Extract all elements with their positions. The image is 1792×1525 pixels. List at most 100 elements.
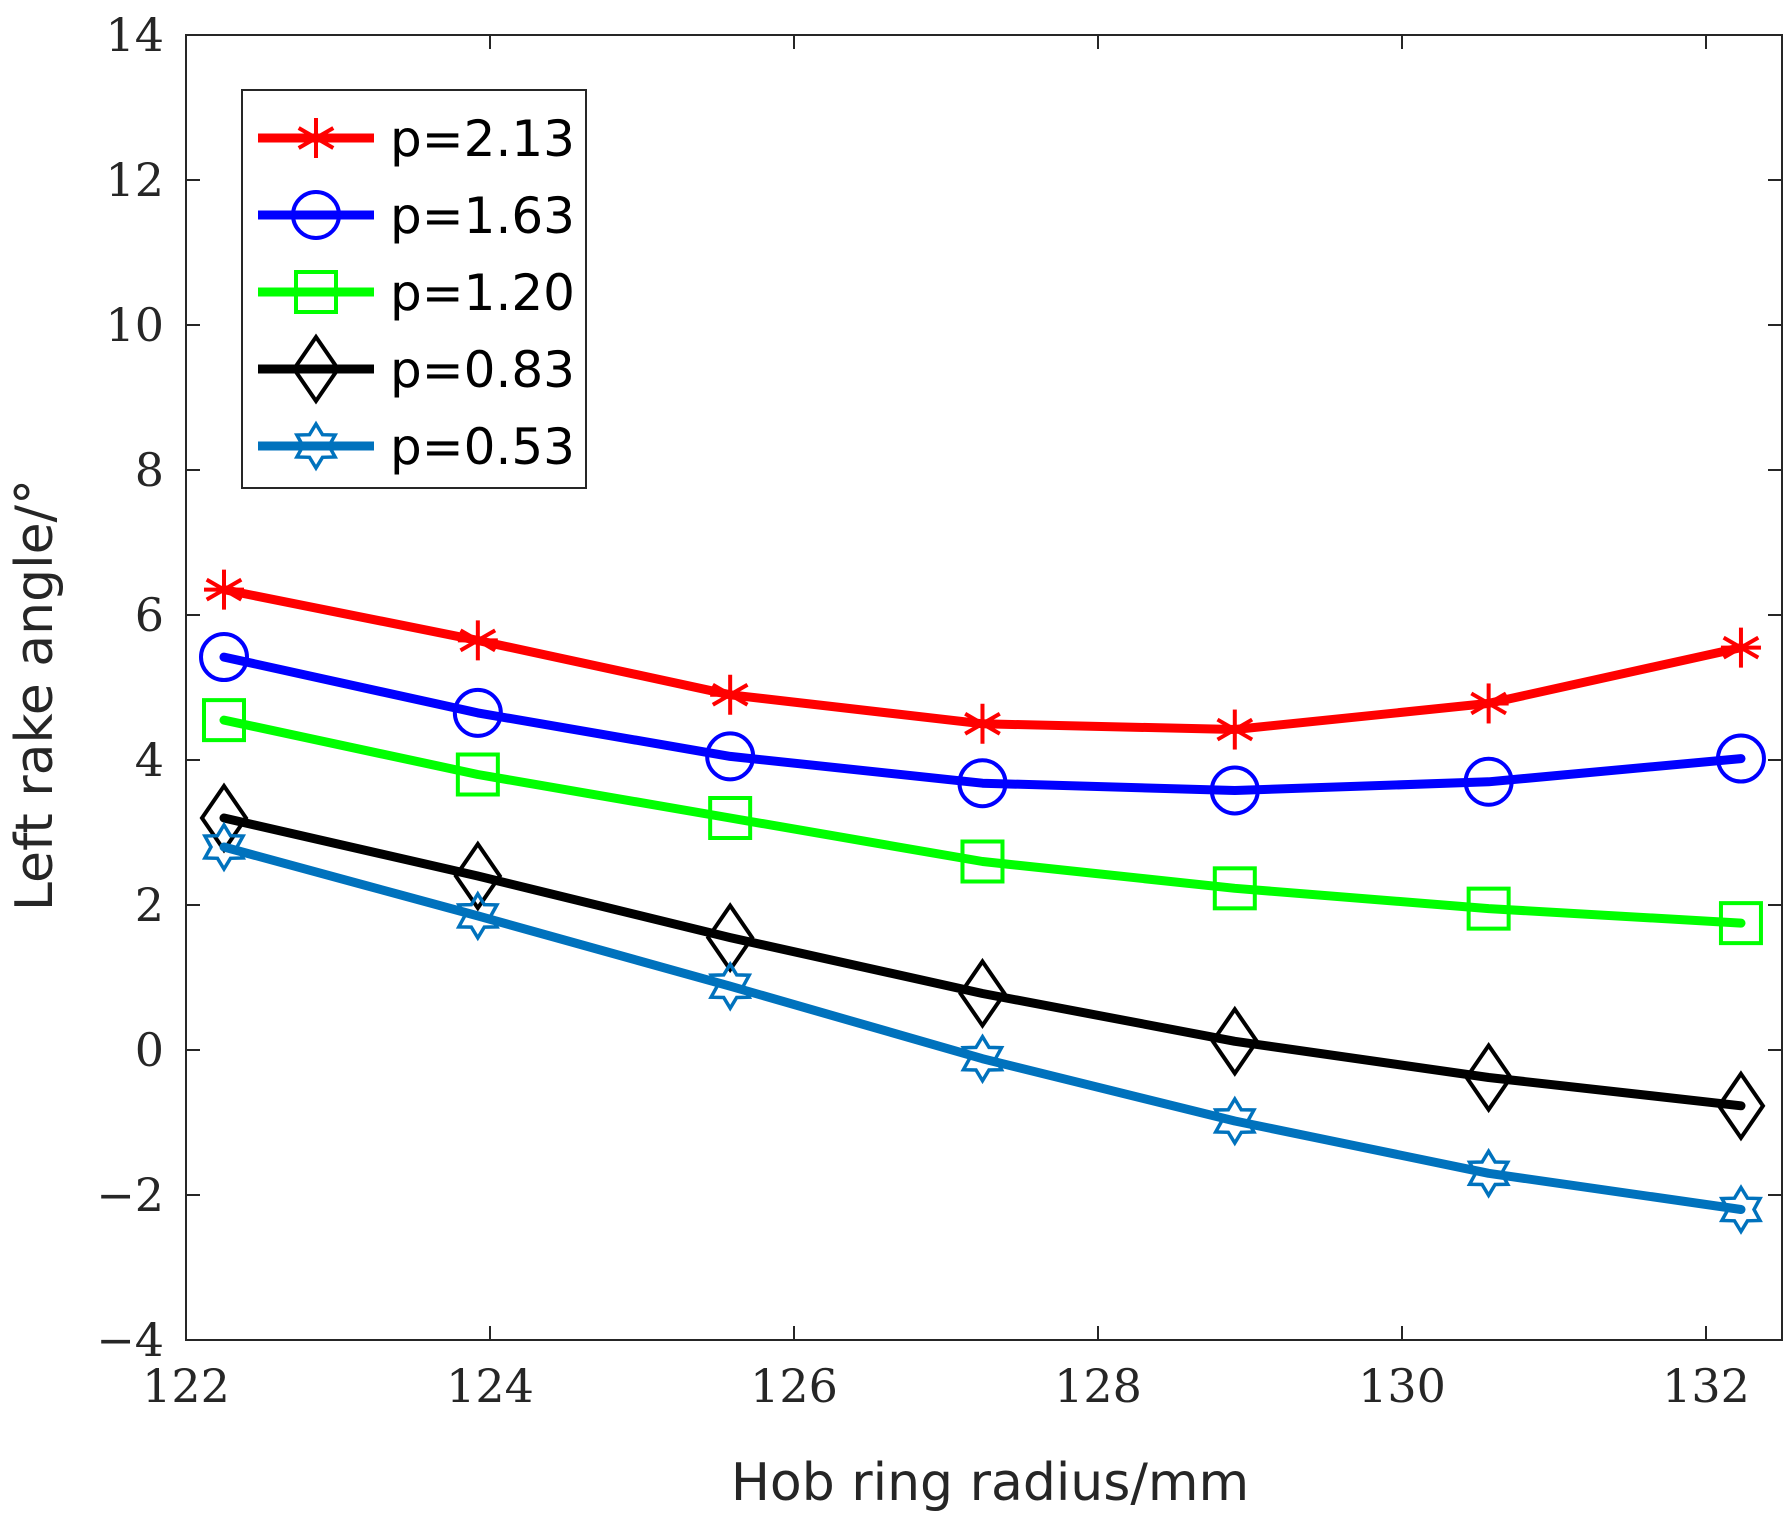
data-point [708, 796, 753, 840]
axes-box [185, 34, 1783, 1341]
y-tick-label: 2 [135, 878, 164, 932]
series-line [219, 842, 1746, 1214]
data-point [455, 752, 500, 797]
data-point [1212, 866, 1257, 911]
legend-label: p=2.13 [390, 110, 575, 168]
square-marker-shape [202, 698, 246, 743]
data-point [457, 620, 498, 661]
data-point [1463, 756, 1514, 807]
diamond-marker-shape [1716, 1070, 1766, 1142]
y-tick-label: −4 [96, 1313, 164, 1367]
square-marker-shape [455, 752, 500, 797]
legend-label: p=1.63 [390, 187, 575, 245]
circle-marker-shape [1715, 733, 1766, 784]
x-tick-label: 132 [1662, 1359, 1750, 1413]
y-tick-label: −2 [96, 1168, 164, 1222]
data-point [710, 674, 751, 715]
legend-entry: p=0.53 [258, 418, 575, 476]
axis-ticks [185, 34, 1782, 1341]
data-point [1718, 901, 1763, 946]
square-marker-shape [294, 270, 338, 314]
legend: p=2.13 p=1.63 p=1.20 p=0.83 p=0.53 [241, 89, 587, 489]
hexagram-marker-shape [960, 1033, 1005, 1085]
legend-entry: p=0.83 [258, 333, 575, 405]
data-point [204, 569, 244, 610]
circle-marker-shape [957, 758, 1008, 809]
legend-label: p=0.53 [390, 418, 575, 476]
circle-marker-shape [452, 687, 503, 738]
x-axis-title: Hob ring radius/mm [731, 1453, 1249, 1513]
x-tick-label: 126 [750, 1359, 838, 1413]
x-tick-label: 122 [142, 1359, 230, 1413]
data-point [1716, 1070, 1766, 1142]
legend-marker [294, 270, 338, 314]
data-point [453, 840, 503, 912]
y-tick-label: 8 [135, 443, 164, 497]
legend-label: p=1.20 [390, 264, 575, 322]
data-point [1466, 886, 1511, 931]
series-line [219, 813, 1746, 1111]
legend-label: p=0.83 [390, 341, 575, 399]
series-asterisk [204, 569, 1761, 750]
legend-marker [291, 190, 341, 240]
plot-area-frame [185, 34, 1783, 1341]
axis-tick-labels: 122 124 126 128 130 132 −4 −2 0 2 4 6 8 10 12 14 [96, 8, 1750, 1413]
diamond-marker-shape [291, 333, 341, 405]
x-tick-label: 124 [446, 1359, 534, 1413]
series-line [219, 715, 1746, 928]
square-marker-shape [960, 839, 1005, 884]
data-point [962, 703, 1003, 744]
data-point [1720, 627, 1761, 668]
series-line [219, 652, 1746, 795]
x-tick-label: 128 [1054, 1359, 1142, 1413]
data-point [1718, 1184, 1763, 1235]
diamond-marker-shape [1464, 1042, 1514, 1114]
square-marker-shape [708, 796, 753, 840]
y-axis-title: Left rake angle/° [5, 479, 65, 911]
data-point [957, 758, 1008, 809]
hexagram-marker-shape [1212, 1095, 1257, 1147]
legend-marker [296, 118, 336, 158]
circle-marker-shape [705, 731, 756, 782]
data-point [960, 1033, 1005, 1085]
data-point [452, 687, 503, 738]
y-tick-label: 12 [105, 153, 164, 207]
data-point [201, 821, 247, 873]
series-layer [199, 569, 1766, 1235]
data-point [705, 731, 756, 782]
legend-marker [293, 420, 339, 472]
series-square [202, 698, 1763, 946]
hexagram-marker-shape [455, 890, 500, 942]
data-point [1212, 1095, 1257, 1147]
data-point [455, 890, 500, 942]
data-point [202, 698, 246, 743]
circle-marker-shape [1463, 756, 1514, 807]
hexagram-marker-shape [293, 420, 339, 472]
data-point [1466, 1147, 1511, 1199]
circle-marker-shape [291, 190, 341, 240]
legend-entry: p=2.13 [258, 110, 575, 168]
y-tick-label: 14 [105, 8, 164, 62]
data-point [960, 839, 1005, 884]
data-point [1214, 709, 1255, 750]
diamond-marker-shape [453, 840, 503, 912]
series-circle [199, 632, 1766, 816]
data-point [708, 960, 753, 1012]
data-point [199, 632, 249, 683]
y-tick-label: 6 [135, 588, 164, 642]
series-hexagram [201, 821, 1763, 1235]
hexagram-marker-shape [201, 821, 247, 873]
square-marker-shape [1718, 901, 1763, 946]
hexagram-marker-shape [1466, 1147, 1511, 1199]
legend-entry: p=1.63 [258, 187, 575, 245]
legend-entry: p=1.20 [258, 264, 575, 322]
data-point [705, 902, 755, 974]
data-point [958, 957, 1007, 1029]
diamond-marker-shape [1210, 1005, 1260, 1077]
hexagram-marker-shape [708, 960, 753, 1012]
legend-marker [291, 333, 341, 405]
y-tick-label: 10 [105, 298, 164, 352]
circle-marker-shape [199, 632, 249, 683]
square-marker-shape [1466, 886, 1511, 931]
hexagram-marker-shape [1718, 1184, 1763, 1235]
